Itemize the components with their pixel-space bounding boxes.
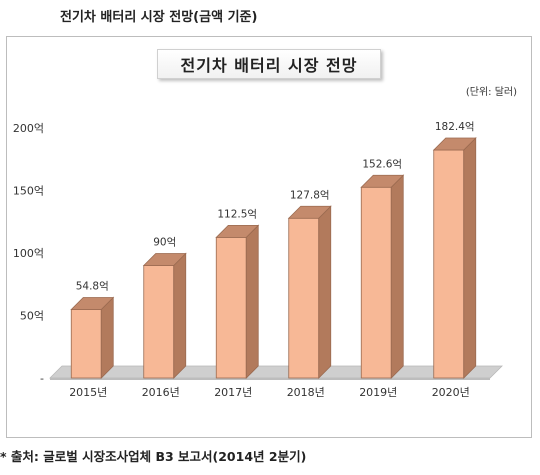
data-label: 90억 (153, 237, 176, 249)
x-tick-label: 2018년 (287, 386, 325, 399)
chart-floor-edge (50, 378, 490, 380)
data-label: 182.4억 (435, 121, 475, 133)
data-label: 54.8억 (76, 281, 109, 293)
bar-top (287, 205, 332, 219)
y-tick-label: 150억 (13, 185, 44, 198)
bar-side (390, 174, 404, 379)
x-tick-label: 2015년 (69, 386, 107, 399)
bar-side (318, 205, 332, 379)
source-note: * 출처: 글로벌 시장조사업체 B3 보고서(2014년 2분기) (0, 449, 307, 464)
y-tick-label: - (40, 372, 44, 385)
x-tick-label: 2016년 (142, 386, 180, 399)
bar (215, 236, 247, 379)
bar-top (432, 137, 477, 151)
bar-top (360, 174, 405, 188)
x-tick-label: 2019년 (359, 386, 397, 399)
data-label: 152.6억 (362, 158, 402, 170)
chart-title: 전기차 배터리 시장 전망 (157, 49, 381, 79)
data-label: 112.5억 (217, 208, 257, 220)
bar (360, 186, 392, 379)
bar-side (463, 137, 477, 379)
unit-label: (단위: 달러) (465, 87, 517, 98)
bar (433, 149, 465, 379)
bar (143, 265, 175, 379)
bar-top (215, 224, 260, 238)
y-tick-label: 200억 (13, 122, 44, 135)
bar-top (70, 297, 115, 310)
page-heading: 전기차 배터리 시장 전망(금액 기준) (60, 10, 258, 25)
x-tick-label: 2020년 (432, 386, 470, 399)
bar (288, 217, 320, 379)
data-label: 127.8억 (290, 189, 330, 201)
bar (70, 309, 102, 379)
bar-side (173, 252, 187, 379)
x-tick-label: 2017년 (214, 386, 252, 399)
bar-side (245, 224, 259, 379)
bar-side (100, 296, 114, 379)
y-tick-label: 50억 (20, 310, 44, 323)
bar-top (142, 253, 187, 266)
y-tick-label: 100억 (13, 247, 44, 260)
